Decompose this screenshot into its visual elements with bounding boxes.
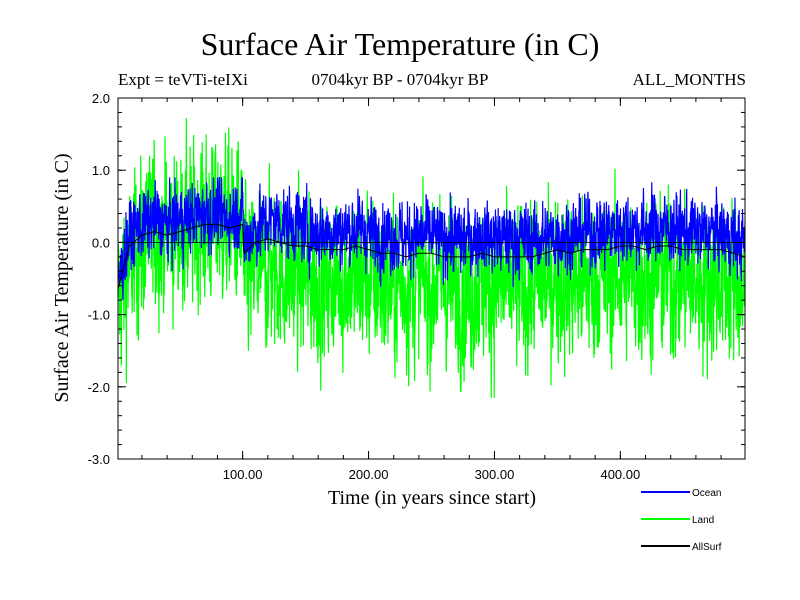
y-tick-label: 1.0 [92, 163, 110, 178]
x-tick-label: 400.00 [600, 467, 640, 482]
months-label: ALL_MONTHS [632, 70, 746, 89]
legend: Ocean Land AllSurf [641, 488, 722, 553]
x-tick-label: 300.00 [475, 467, 515, 482]
period-label: 0704kyr BP - 0704kyr BP [311, 70, 489, 89]
x-axis-label: Time (in years since start) [328, 487, 536, 509]
series-layer [118, 117, 745, 399]
y-tick-label: -2.0 [88, 380, 110, 395]
y-tick-label: -1.0 [88, 308, 110, 323]
series-line-land [118, 117, 745, 399]
chart-title: Surface Air Temperature (in C) [200, 26, 600, 62]
series-line-ocean [118, 176, 745, 301]
y-tick-label: 0.0 [92, 235, 110, 250]
y-tick-label: -3.0 [88, 452, 110, 467]
legend-label-allsurf: AllSurf [692, 542, 722, 553]
y-tick-label: 2.0 [92, 91, 110, 106]
experiment-label: Expt = teVTi-teIXi [118, 70, 248, 89]
y-axis-label: Surface Air Temperature (in C) [51, 153, 73, 402]
axes-layer: -3.0 -2.0 -1.0 0.0 1.0 2.0 100.00 200.00 300.00 4… [88, 91, 745, 482]
legend-label-ocean: Ocean [692, 488, 721, 499]
plot-frame [117, 97, 746, 460]
legend-label-land: Land [692, 515, 714, 526]
x-tick-label: 200.00 [349, 467, 389, 482]
x-tick-label: 100.00 [223, 467, 263, 482]
series-line-allsurf [118, 223, 745, 290]
